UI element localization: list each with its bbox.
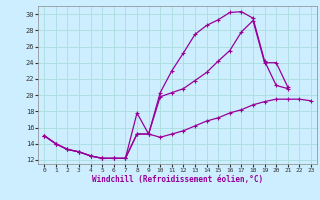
X-axis label: Windchill (Refroidissement éolien,°C): Windchill (Refroidissement éolien,°C) (92, 175, 263, 184)
